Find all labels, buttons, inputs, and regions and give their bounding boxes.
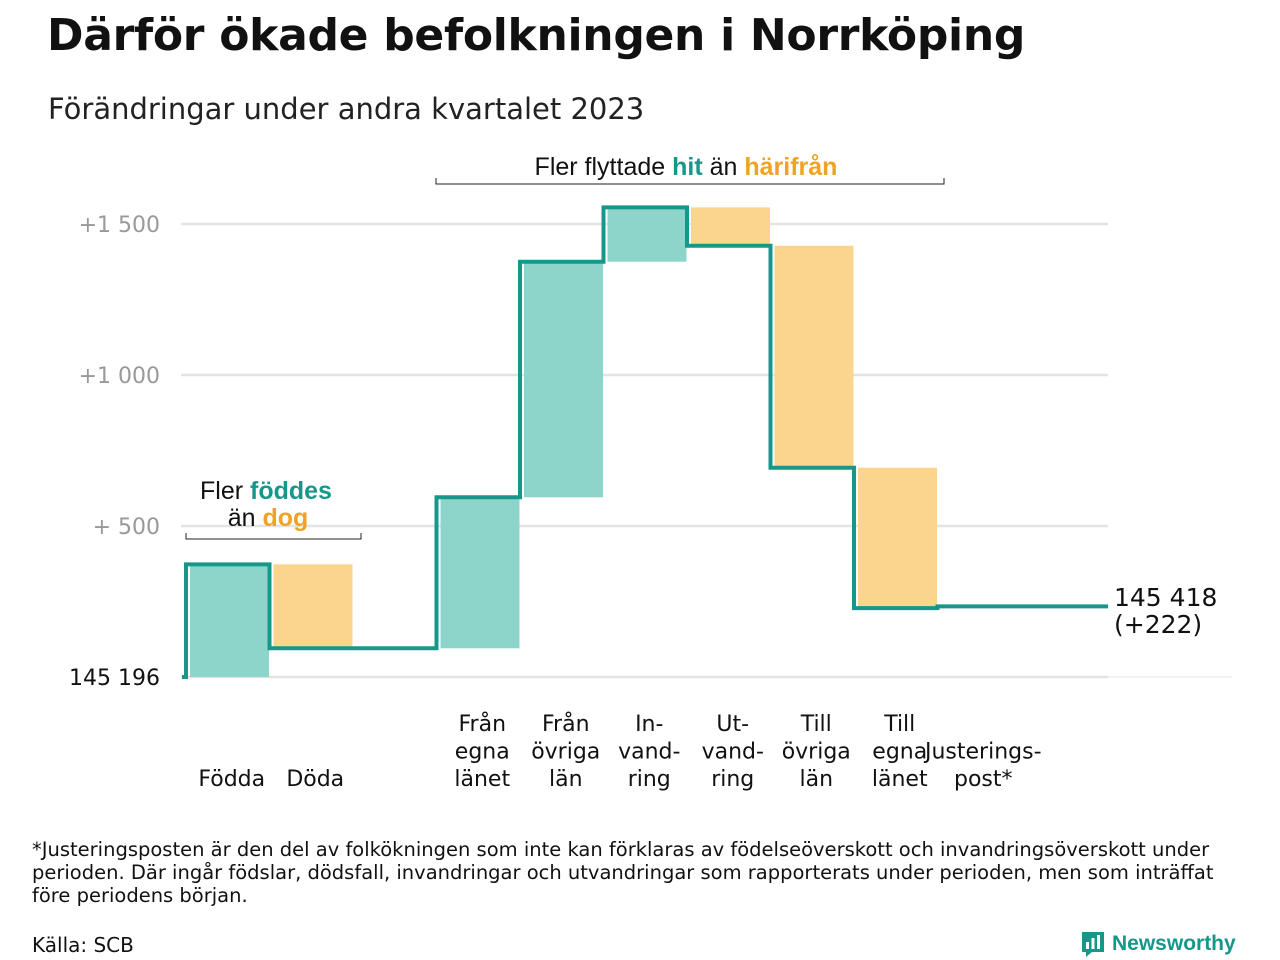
waterfall-bar [524, 261, 603, 498]
x-tick-label: län [549, 767, 583, 792]
x-tick-label: In- [635, 712, 663, 737]
y-axis: 145 196 + 500 +1 000 +1 500 [69, 213, 160, 691]
y-tick-label: 145 196 [69, 666, 160, 691]
waterfall-bar [607, 207, 687, 262]
bars [190, 207, 937, 677]
x-tick-label: Från [458, 711, 506, 737]
x-tick-label: Till [883, 712, 915, 737]
x-tick-label: Ut- [716, 712, 749, 737]
x-tick-label: övriga [782, 740, 851, 765]
x-axis-labels: Födda DödaFrånegnalänetFrånövrigalänIn-va… [198, 711, 1041, 792]
x-tick-label: Från [542, 711, 590, 737]
births-annotation-line1: Fler föddes [200, 477, 332, 505]
x-tick-label: ring [711, 767, 754, 792]
cumulative-step-line [182, 205, 1108, 679]
x-tick-label: övriga [531, 740, 600, 765]
x-tick-label: Justerings- [923, 740, 1042, 765]
x-tick-label: vand- [702, 740, 764, 765]
x-tick-label: post* [954, 767, 1013, 792]
x-tick-label: Döda [286, 767, 344, 792]
x-tick-label: länet [872, 767, 928, 792]
migration-annotation: Fler flyttade hit än härifrån [435, 153, 945, 185]
waterfall-bar [858, 467, 937, 609]
source: Källa: SCB [32, 933, 134, 957]
newsworthy-logo: Newsworthy [1080, 928, 1236, 960]
x-tick-label: Födda [198, 767, 265, 792]
waterfall-bar [273, 564, 353, 649]
footnote: *Justeringsposten är den del av folkökni… [32, 838, 1214, 907]
migration-bracket [435, 178, 945, 185]
y-tick-label: + 500 [93, 515, 160, 540]
waterfall-bar [691, 207, 770, 246]
migration-annotation-text: Fler flyttade hit än härifrån [535, 153, 838, 181]
chart-title: Därför ökade befolkningen i Norrköping [47, 10, 1026, 61]
x-tick-label: län [799, 767, 833, 792]
waterfall-bar [774, 245, 854, 468]
x-tick-label: egna [455, 740, 510, 765]
y-tick-label: +1 000 [79, 364, 160, 389]
x-tick-label: länet [454, 767, 510, 792]
net-change-label: (+222) [1114, 610, 1202, 639]
x-tick-label: egna [872, 740, 927, 765]
bar-chart-icon [1082, 932, 1104, 957]
logo-text: Newsworthy [1112, 932, 1236, 955]
births-bracket [185, 533, 362, 540]
births-annotation: Fler föddes än dog [185, 477, 362, 540]
x-tick-label: Till [800, 712, 832, 737]
end-value-label: 145 418 [1114, 583, 1217, 612]
births-annotation-line2: än dog [228, 504, 309, 532]
waterfall-bar [190, 564, 269, 677]
waterfall-bar [440, 497, 520, 649]
x-tick-label: ring [628, 767, 671, 792]
y-tick-label: +1 500 [79, 213, 160, 238]
chart-subtitle: Förändringar under andra kvartalet 2023 [48, 92, 645, 126]
x-tick-label: vand- [618, 740, 680, 765]
